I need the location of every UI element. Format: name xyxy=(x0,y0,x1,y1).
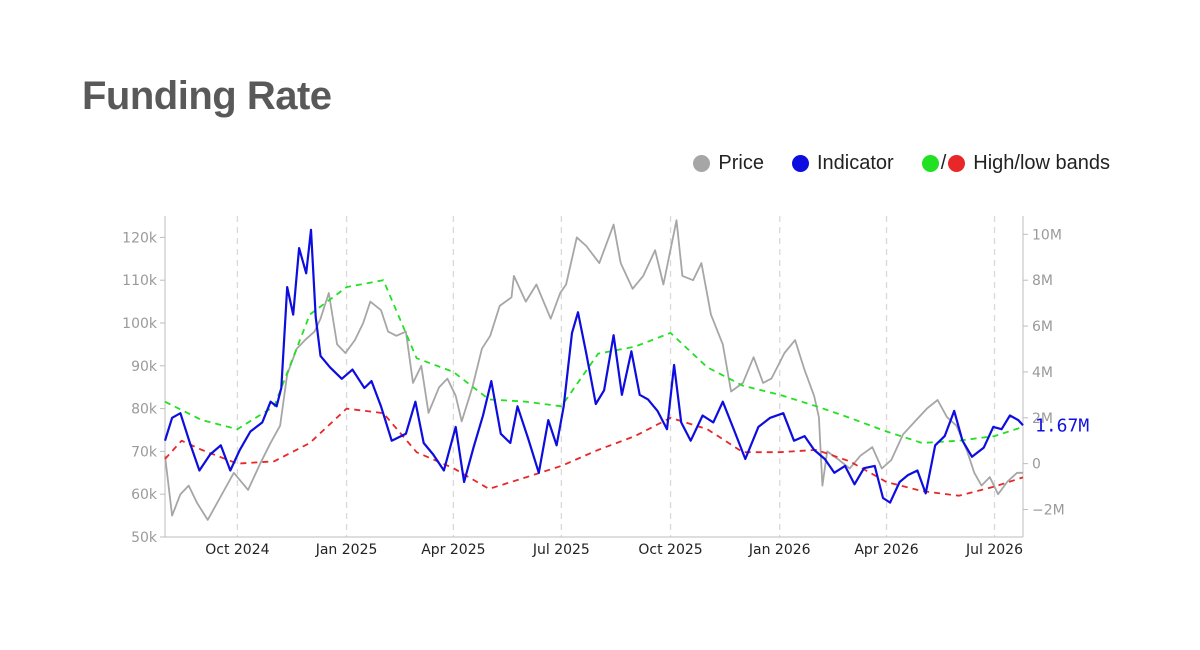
legend-item-bands[interactable]: / High/low bands xyxy=(921,152,1110,175)
indicator-legend-dot xyxy=(791,155,809,172)
low-band-legend-dot xyxy=(948,155,966,172)
y-left-tick-label: 120k xyxy=(122,230,158,246)
y-right-tick-label: 6M xyxy=(1032,319,1053,335)
x-tick-label: Jan 2026 xyxy=(748,542,811,558)
price-series-line xyxy=(164,219,1023,521)
y-right-tick-label: −2M xyxy=(1032,502,1065,518)
legend-label-price: Price xyxy=(718,152,764,174)
x-tick-label: Apr 2025 xyxy=(421,542,485,558)
x-tick-label: Apr 2026 xyxy=(854,542,918,558)
legend-label-bands: High/low bands xyxy=(973,152,1110,174)
x-tick-label: Jul 2026 xyxy=(965,542,1023,558)
y-left-tick-label: 60k xyxy=(131,487,158,503)
legend-label-indicator: Indicator xyxy=(816,152,894,174)
page-title: Funding Rate xyxy=(82,74,332,118)
price-legend-dot xyxy=(693,155,711,172)
legend-item-price[interactable]: Price xyxy=(693,152,764,175)
chart-legend: Price Indicator / High/low bands xyxy=(665,152,1110,175)
x-tick-label: Oct 2025 xyxy=(638,542,702,558)
x-tick-label: Jan 2025 xyxy=(315,542,378,558)
y-right-tick-label: 10M xyxy=(1032,227,1062,243)
y-left-tick-label: 90k xyxy=(131,359,158,375)
y-left-tick-label: 100k xyxy=(122,316,158,332)
y-right-tick-label: 2M xyxy=(1032,411,1053,427)
y-left-tick-label: 70k xyxy=(131,444,158,460)
high-band-series-line xyxy=(164,279,1024,444)
legend-item-indicator[interactable]: Indicator xyxy=(791,152,894,175)
indicator-series-line xyxy=(163,228,1024,504)
indicator-last-value-label: 1.67M xyxy=(1035,415,1089,436)
y-right-tick-label: 4M xyxy=(1032,365,1053,381)
x-tick-label: Oct 2024 xyxy=(205,542,269,558)
y-left-tick-label: 50k xyxy=(131,530,158,546)
y-left-tick-label: 80k xyxy=(131,402,158,418)
x-tick-label: Jul 2025 xyxy=(532,542,590,558)
legend-slash: / xyxy=(940,152,947,174)
low-band-series-line xyxy=(164,407,1024,497)
y-right-tick-label: 0 xyxy=(1032,457,1041,473)
y-right-tick-label: 8M xyxy=(1032,273,1053,289)
y-left-tick-label: 110k xyxy=(122,273,158,289)
high-band-legend-dot xyxy=(921,155,939,172)
